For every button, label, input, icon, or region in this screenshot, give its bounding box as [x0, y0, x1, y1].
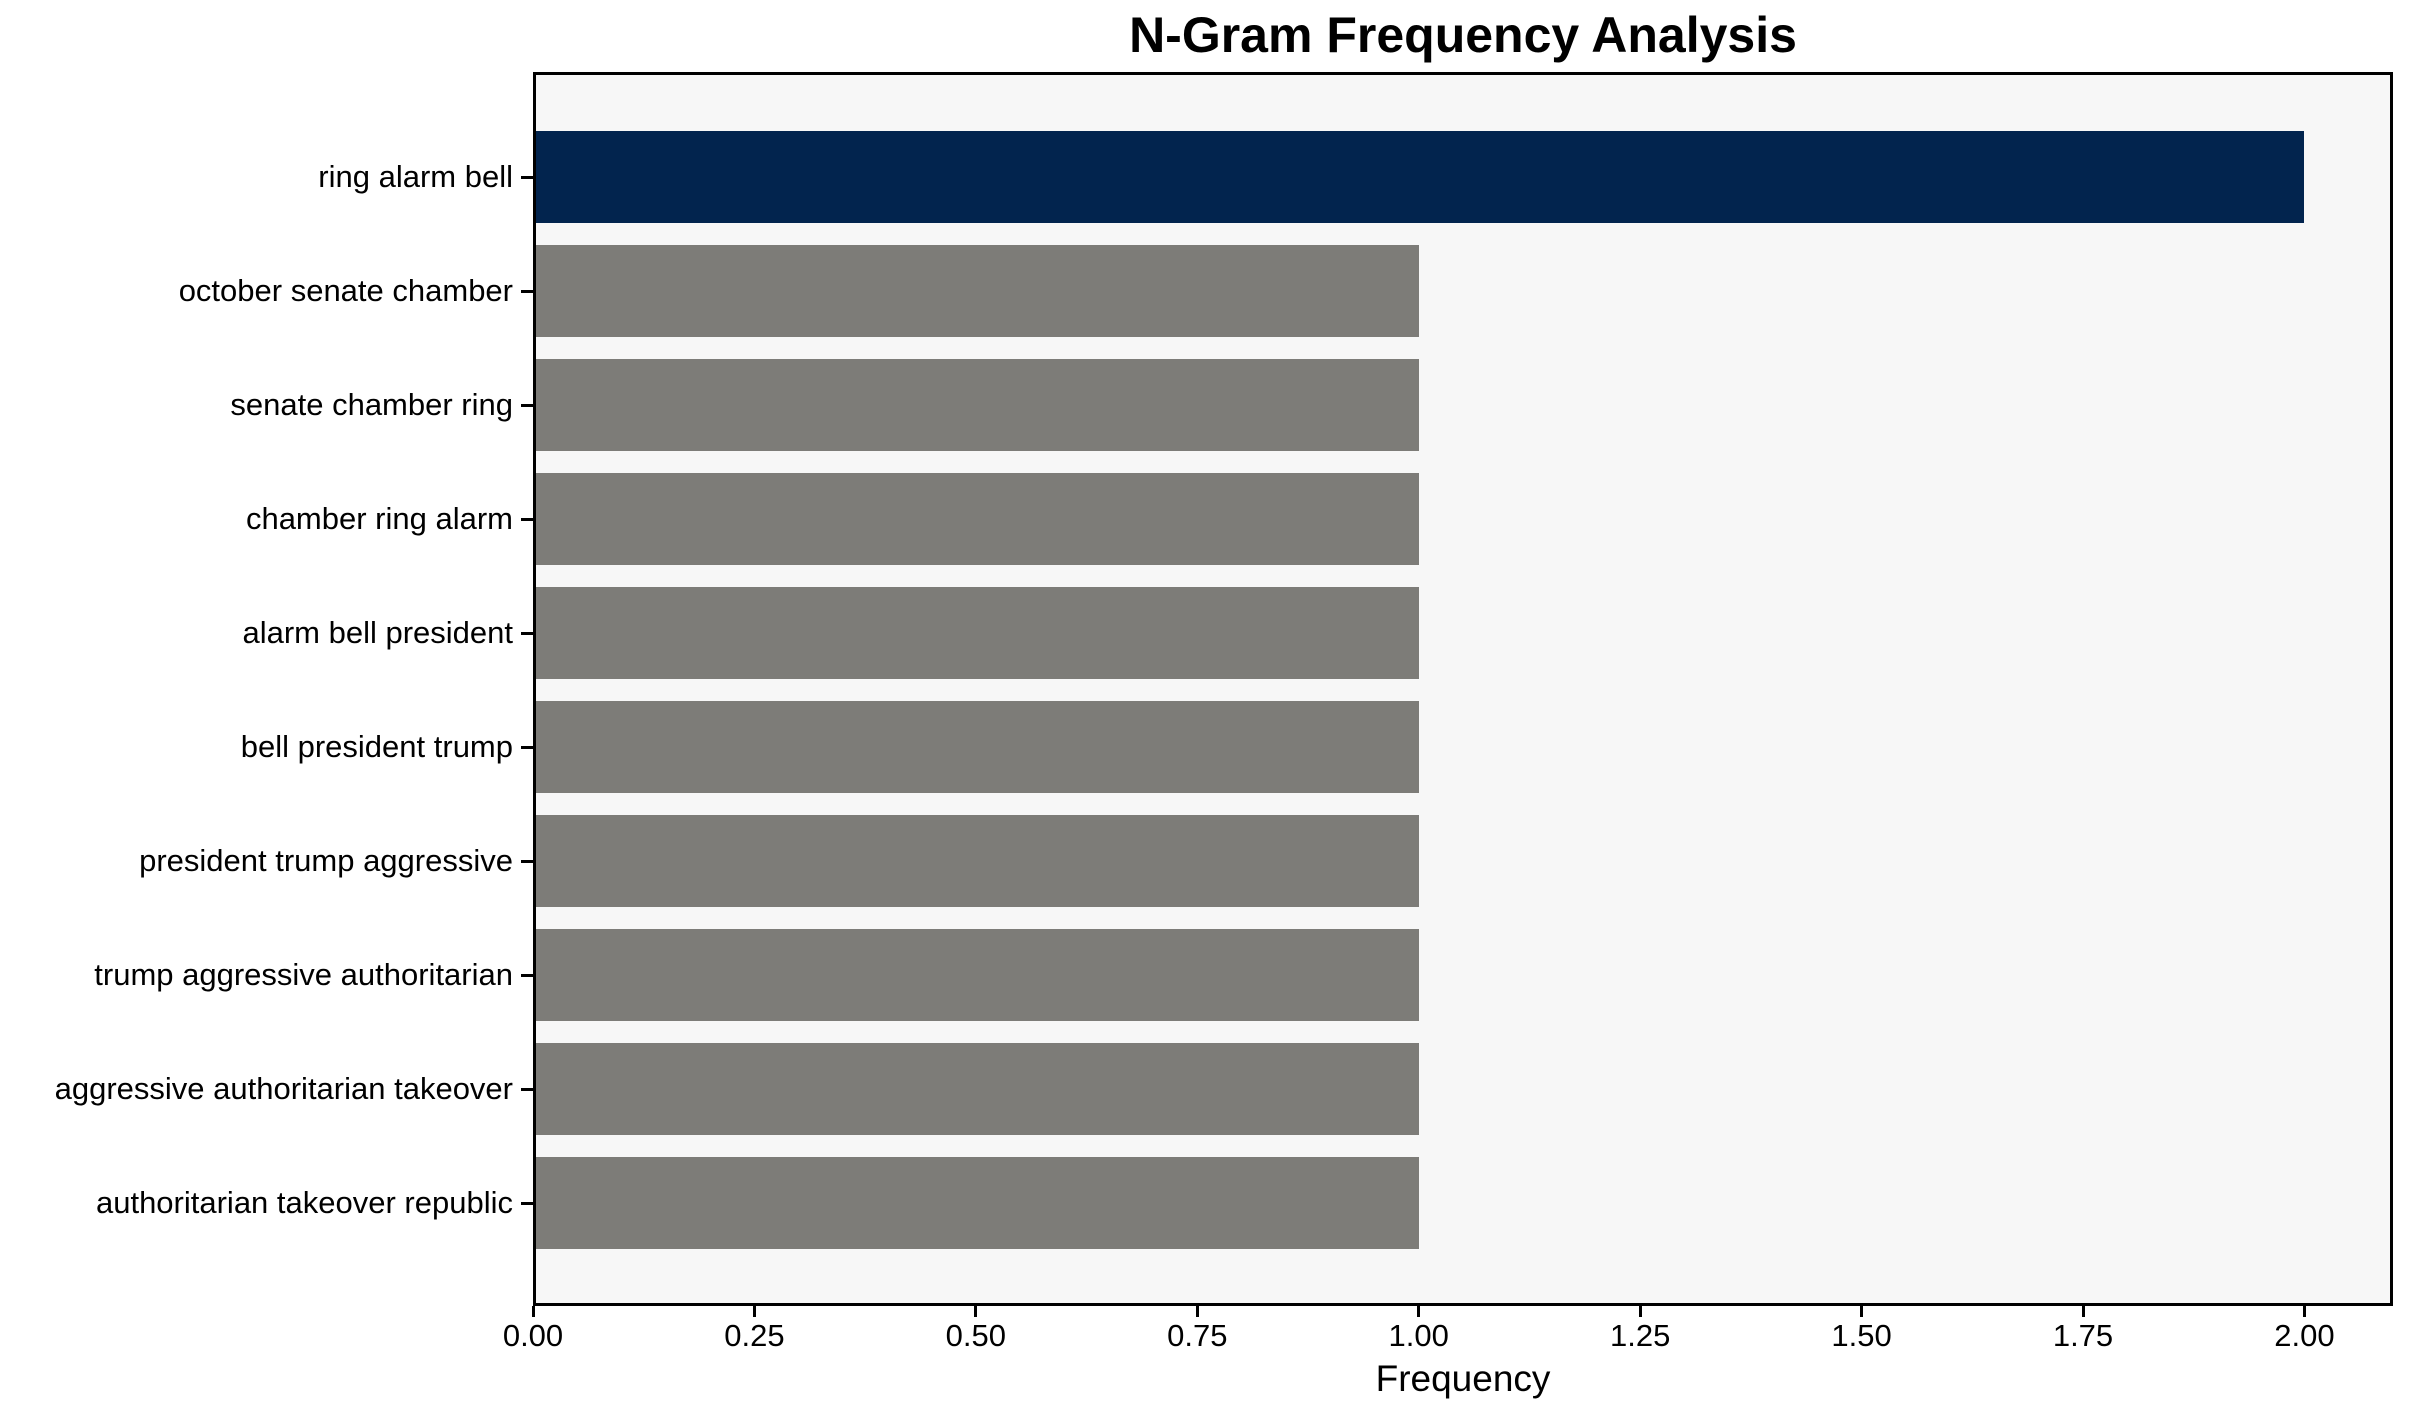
y-tick-mark — [521, 1201, 533, 1205]
y-tick-mark — [521, 745, 533, 749]
bar-chamber-ring-alarm — [533, 473, 1419, 565]
y-tick-mark — [521, 631, 533, 635]
bar-president-trump-aggressive — [533, 815, 1419, 907]
y-tick-mark — [521, 859, 533, 863]
x-tick-label: 1.00 — [1388, 1318, 1449, 1353]
x-tick-label: 1.50 — [1831, 1318, 1892, 1353]
y-tick-label: ring alarm bell — [318, 159, 513, 194]
x-tick-label: 0.25 — [724, 1318, 785, 1353]
y-tick-mark — [521, 973, 533, 977]
x-tick-label: 0.75 — [1167, 1318, 1228, 1353]
x-tick-label: 0.00 — [502, 1318, 564, 1353]
x-tick-mark — [531, 1306, 535, 1317]
x-tick-label: 1.75 — [2052, 1318, 2114, 1353]
x-tick-mark — [1417, 1306, 1421, 1317]
y-tick-label: aggressive authoritarian takeover — [54, 1071, 513, 1106]
chart-title: N-Gram Frequency Analysis — [1129, 7, 1797, 63]
y-tick-label: bell president trump — [240, 729, 513, 764]
y-tick-mark — [521, 403, 533, 407]
y-tick-label: october senate chamber — [178, 273, 513, 308]
x-tick-mark — [2302, 1306, 2306, 1317]
x-tick-mark — [752, 1306, 756, 1317]
x-tick-mark — [1195, 1306, 1199, 1317]
bar-october-senate-chamber — [533, 245, 1419, 337]
y-tick-label: alarm bell president — [242, 615, 513, 650]
y-tick-label: senate chamber ring — [230, 387, 513, 422]
y-tick-label: chamber ring alarm — [245, 501, 513, 536]
x-tick-mark — [974, 1306, 978, 1317]
y-tick-label: trump aggressive authoritarian — [94, 957, 513, 992]
bar-authoritarian-takeover-republic — [533, 1157, 1419, 1249]
x-tick-mark — [2081, 1306, 2085, 1317]
bar-aggressive-authoritarian-takeover — [533, 1043, 1419, 1135]
x-tick-label: 1.25 — [1609, 1318, 1671, 1353]
x-axis-label: Frequency — [1375, 1358, 1551, 1399]
x-tick-mark — [1860, 1306, 1864, 1317]
x-tick-mark — [1638, 1306, 1642, 1317]
y-tick-mark — [521, 1087, 533, 1091]
y-tick-mark — [521, 517, 533, 521]
x-tick-label: 0.50 — [945, 1318, 1007, 1353]
y-tick-label: president trump aggressive — [139, 843, 513, 878]
y-tick-label: authoritarian takeover republic — [95, 1185, 513, 1220]
bar-senate-chamber-ring — [533, 359, 1419, 451]
x-tick-label: 2.00 — [2274, 1318, 2335, 1353]
y-tick-mark — [521, 289, 533, 293]
bar-bell-president-trump — [533, 701, 1419, 793]
bar-alarm-bell-president — [533, 587, 1419, 679]
bar-ring-alarm-bell — [533, 131, 2305, 223]
y-tick-mark — [521, 175, 533, 179]
bar-trump-aggressive-authoritarian — [533, 929, 1419, 1021]
